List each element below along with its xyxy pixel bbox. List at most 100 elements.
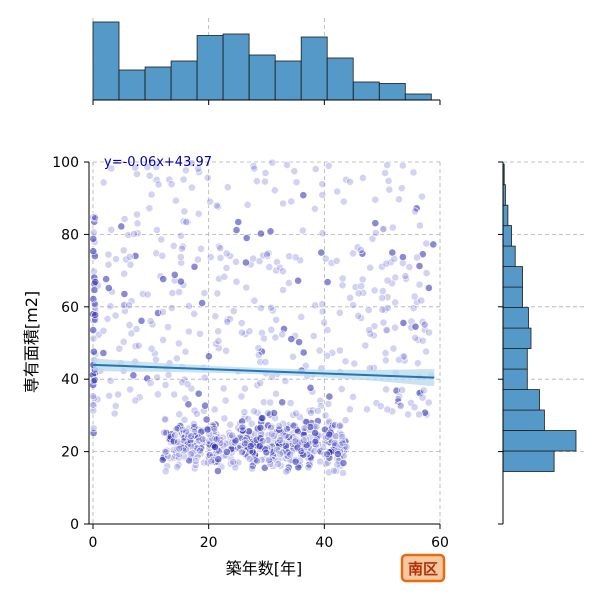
scatter-point	[254, 344, 263, 352]
scatter-point	[240, 408, 249, 416]
scatter-point	[185, 456, 194, 465]
right-hist-bar	[502, 450, 555, 472]
scatter-point	[164, 370, 173, 379]
scatter-point	[333, 187, 342, 196]
scatter-point	[285, 252, 294, 261]
scatter-point	[237, 328, 246, 337]
scatter-point	[364, 306, 373, 314]
scatter-point	[351, 283, 360, 291]
y-axis-label: 専有面積[m2]	[22, 291, 41, 393]
scatter-point	[322, 450, 331, 459]
scatter-point	[130, 229, 138, 238]
top-hist-bar	[378, 83, 406, 101]
scatter-point	[371, 229, 380, 237]
scatter-point	[226, 315, 234, 323]
top-hist-bar	[326, 57, 354, 101]
top-marginal-histogram	[92, 18, 441, 105]
scatter-point	[222, 346, 230, 355]
scatter-point	[363, 405, 371, 414]
scatter-point	[211, 312, 220, 321]
scatter-point	[219, 384, 228, 393]
scatter-point	[378, 293, 386, 302]
scatter-point	[180, 207, 189, 216]
scatter-point	[184, 302, 193, 310]
scatter-point	[262, 448, 270, 457]
scatter-point	[171, 196, 180, 205]
scatter-point	[385, 185, 394, 194]
scatter-point	[417, 296, 426, 305]
scatter-point	[289, 433, 298, 442]
scatter-point	[107, 164, 116, 173]
scatter-point	[221, 396, 230, 405]
scatter-point	[181, 166, 190, 175]
scatter-point	[321, 254, 330, 263]
top-hist-bar	[274, 60, 302, 101]
scatter-point	[268, 158, 277, 167]
scatter-point	[232, 226, 241, 234]
scatter-point	[131, 163, 139, 172]
scatter-point	[120, 215, 129, 223]
scatter-point	[335, 308, 344, 317]
scatter-point	[102, 275, 110, 283]
scatter-point	[191, 461, 200, 469]
scatter-point	[289, 352, 297, 361]
scatter-point	[298, 226, 307, 235]
scatter-point	[287, 197, 296, 206]
scatter-point	[262, 250, 271, 259]
scatter-point	[388, 223, 397, 232]
scatter-point	[276, 436, 285, 445]
scatter-point	[117, 222, 126, 231]
scatter-point	[411, 322, 420, 331]
scatter-point	[323, 278, 332, 286]
scatter-point	[213, 289, 222, 298]
y-tick-label: 20	[61, 445, 79, 461]
y-tick-label: 80	[61, 227, 79, 243]
scatter-point	[424, 283, 433, 292]
scatter-point	[370, 322, 379, 331]
scatter-point	[333, 450, 342, 458]
scatter-point	[306, 422, 315, 431]
scatter-point	[222, 447, 231, 456]
scatter-point	[361, 341, 370, 350]
scatter-point	[421, 408, 429, 417]
scatter-point	[190, 262, 199, 271]
scatter-point	[279, 286, 287, 294]
main-scatter-plot: 0 20 40 60 0 20 40 60 80 100	[52, 155, 449, 551]
scatter-point	[124, 230, 133, 239]
scatter-point	[214, 327, 223, 336]
scatter-point	[313, 407, 322, 415]
scatter-point	[259, 334, 268, 343]
scatter-point	[270, 409, 278, 417]
regression-group	[92, 363, 435, 379]
scatter-point	[354, 311, 363, 320]
scatter-point	[154, 309, 162, 317]
scatter-point	[125, 321, 134, 329]
scatter-point	[152, 226, 161, 234]
scatter-point	[216, 253, 225, 262]
scatter-point	[270, 186, 279, 195]
right-hist-bar	[502, 225, 512, 247]
scatter-point	[146, 317, 155, 325]
scatter-point	[264, 409, 272, 417]
right-hist-bar	[502, 389, 540, 411]
scatter-point	[260, 463, 269, 472]
scatter-point	[411, 333, 420, 342]
top-hist-bar	[248, 54, 276, 101]
scatter-point	[99, 178, 108, 187]
scatter-point	[89, 400, 97, 409]
scatter-point	[226, 420, 235, 429]
scatter-point	[381, 356, 390, 365]
scatter-point	[187, 159, 196, 168]
scatter-point	[179, 217, 188, 226]
scatter-point	[172, 354, 181, 363]
scatter-point	[159, 335, 167, 344]
scatter-point	[237, 319, 246, 327]
scatter-point	[398, 253, 407, 261]
right-hist-bar	[502, 245, 516, 268]
scatter-point	[341, 357, 350, 366]
scatter-point	[152, 175, 161, 184]
scatter-point	[206, 197, 214, 206]
scatter-point	[180, 415, 189, 424]
